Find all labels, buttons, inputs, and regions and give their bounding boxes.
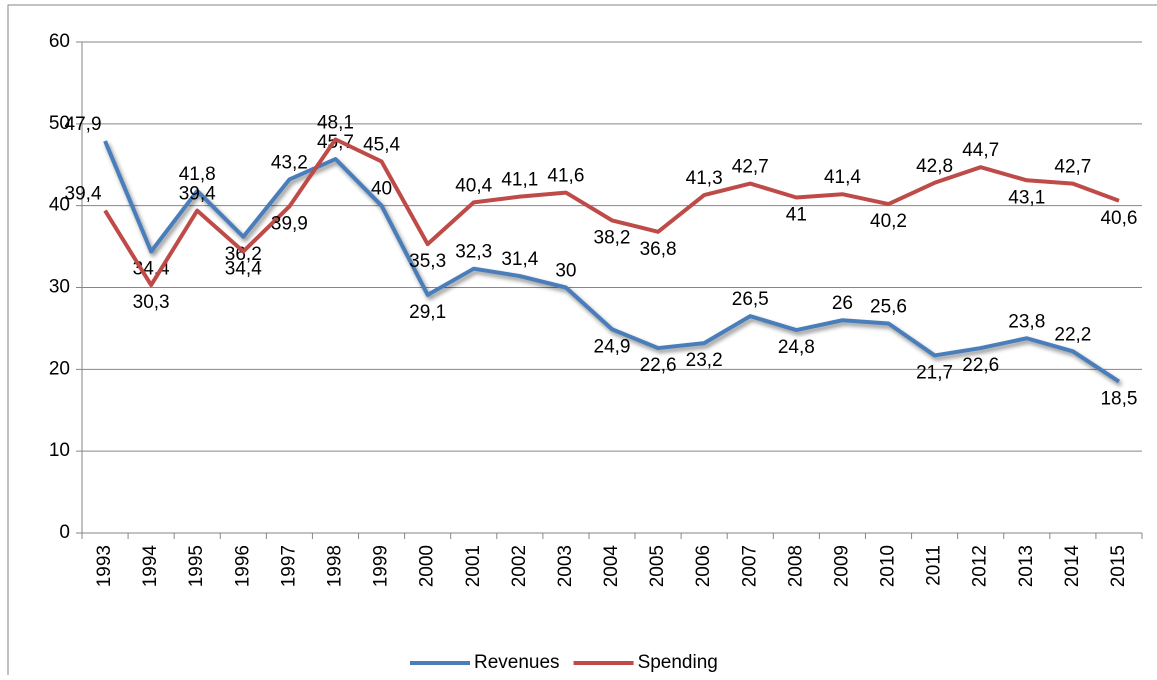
- data-label: 47,9: [65, 114, 102, 135]
- data-label: 26: [832, 293, 853, 314]
- data-label: 45,4: [363, 134, 400, 155]
- data-label: 40: [371, 179, 392, 200]
- x-tick-label: 2003: [555, 545, 576, 587]
- y-tick-label: 30: [49, 277, 70, 298]
- data-label: 39,4: [65, 184, 102, 205]
- legend-label: Revenues: [474, 652, 560, 673]
- data-label: 30,3: [133, 292, 170, 313]
- x-tick-label: 1993: [94, 545, 115, 587]
- data-label: 42,7: [732, 157, 769, 178]
- x-tick-label: 2011: [924, 545, 945, 586]
- x-tick-label: 2005: [647, 545, 668, 587]
- x-tick-label: 2008: [785, 545, 806, 587]
- x-tick-label: 2015: [1108, 545, 1129, 587]
- data-label: 22,6: [640, 355, 677, 376]
- data-label: 36,2: [225, 244, 262, 265]
- x-tick-label: 2010: [878, 545, 899, 587]
- data-label: 41,4: [824, 167, 861, 188]
- data-label: 42,8: [916, 156, 953, 177]
- series-line: [103, 140, 1121, 384]
- data-label: 34,4: [225, 259, 262, 280]
- data-label: 43,1: [1008, 187, 1045, 208]
- x-tick-label: 2002: [509, 545, 530, 587]
- y-tick-label: 20: [49, 358, 70, 379]
- data-label: 22,2: [1054, 324, 1091, 345]
- data-label: 24,8: [778, 337, 815, 358]
- data-label: 21,7: [916, 362, 953, 383]
- data-label: 41,6: [547, 166, 584, 187]
- y-tick-label: 60: [49, 31, 70, 52]
- x-tick-label: 1999: [371, 545, 392, 587]
- x-tick-label: 2006: [693, 545, 714, 587]
- data-label: 26,5: [732, 289, 769, 310]
- data-label: 38,2: [594, 227, 631, 248]
- data-label: 41: [786, 204, 807, 225]
- data-label: 23,8: [1008, 311, 1045, 332]
- data-label: 34,4: [133, 259, 170, 280]
- x-tick-label: 1997: [278, 545, 299, 587]
- x-tick-label: 2012: [970, 545, 991, 587]
- data-label: 36,8: [640, 239, 677, 260]
- chart-frame: [7, 4, 1157, 680]
- data-label: 43,2: [271, 152, 308, 173]
- x-tick-label: 1995: [186, 545, 207, 587]
- data-label: 44,7: [962, 140, 999, 161]
- x-tick-label: 1996: [232, 545, 253, 587]
- data-label: 40,6: [1100, 208, 1137, 229]
- x-tick-label: 2013: [1016, 545, 1037, 587]
- data-label: 29,1: [409, 302, 446, 323]
- data-label: 35,3: [409, 251, 446, 272]
- x-tick-label: 1998: [324, 545, 345, 587]
- data-label: 25,6: [870, 297, 907, 318]
- data-label: 39,9: [271, 214, 308, 235]
- data-label: 31,4: [501, 249, 538, 270]
- data-label: 32,3: [455, 242, 492, 263]
- data-label: 41,1: [501, 170, 538, 191]
- data-label: 22,6: [962, 355, 999, 376]
- data-label: 41,3: [686, 168, 723, 189]
- x-tick-label: 2000: [417, 545, 438, 587]
- y-tick-label: 40: [49, 195, 70, 216]
- data-label: 48,1: [317, 112, 354, 133]
- data-label: 30: [555, 261, 576, 282]
- y-tick-label: 50: [49, 113, 70, 134]
- y-tick-label: 0: [59, 522, 70, 543]
- data-label: 40,4: [455, 175, 492, 196]
- x-tick-label: 2014: [1062, 545, 1083, 588]
- x-tick-label: 2001: [463, 545, 484, 587]
- x-tick-label: 2007: [739, 545, 760, 587]
- series-line: [103, 137, 1120, 288]
- data-label: 18,5: [1100, 389, 1137, 410]
- x-tick-label: 2009: [831, 545, 852, 587]
- x-tick-label: 1994: [140, 545, 161, 588]
- y-tick-label: 10: [49, 440, 70, 461]
- data-label: 40,2: [870, 211, 907, 232]
- data-label: 42,7: [1054, 157, 1091, 178]
- data-label: 24,9: [594, 336, 631, 357]
- data-label: 41,8: [179, 164, 216, 185]
- data-label: 39,4: [179, 184, 216, 205]
- legend-label: Spending: [638, 652, 718, 673]
- x-tick-label: 2004: [601, 545, 622, 588]
- data-label: 23,2: [686, 350, 723, 371]
